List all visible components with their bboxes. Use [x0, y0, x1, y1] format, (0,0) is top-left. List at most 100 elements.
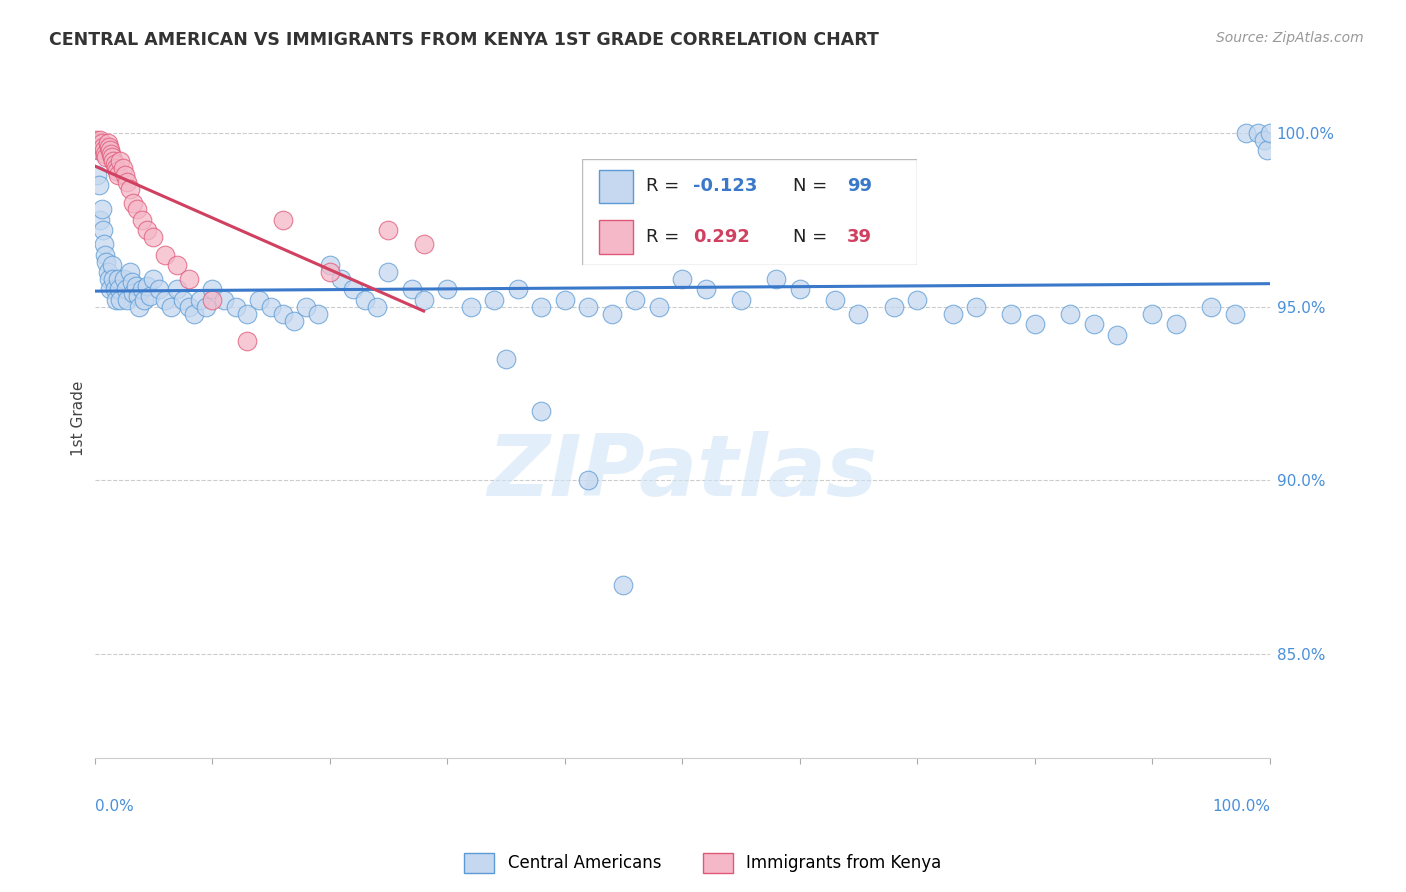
Point [104, 293, 127, 307]
Point [1199, 300, 1222, 314]
Point [883, 300, 905, 314]
Point [1256, 144, 1278, 158]
Point [94, 247, 117, 261]
Point [318, 265, 340, 279]
Point [460, 300, 482, 314]
Point [91, 223, 114, 237]
Point [128, 300, 150, 314]
Point [93, 144, 115, 158]
Point [125, 202, 148, 217]
Point [730, 293, 752, 307]
Point [89, 133, 111, 147]
Point [107, 168, 129, 182]
Point [377, 223, 399, 237]
Point [183, 307, 205, 321]
Point [195, 300, 218, 314]
Point [86, 136, 108, 151]
Point [110, 293, 132, 307]
Point [201, 293, 224, 307]
Point [271, 307, 294, 321]
Point [283, 313, 305, 327]
Point [295, 300, 318, 314]
Point [188, 293, 211, 307]
Point [96, 254, 118, 268]
Point [1234, 126, 1257, 140]
Point [139, 289, 162, 303]
Point [118, 181, 141, 195]
Point [112, 272, 135, 286]
Point [117, 293, 139, 307]
Point [824, 293, 846, 307]
Point [125, 278, 148, 293]
Point [530, 404, 553, 418]
Point [98, 144, 121, 158]
Point [412, 237, 434, 252]
Point [765, 272, 787, 286]
Point [412, 293, 434, 307]
Point [96, 265, 118, 279]
Point [131, 282, 153, 296]
Point [91, 140, 114, 154]
Point [495, 351, 517, 366]
Point [110, 153, 132, 168]
Point [576, 474, 599, 488]
Legend: Central Americans, Immigrants from Kenya: Central Americans, Immigrants from Kenya [458, 847, 948, 880]
Point [1024, 317, 1046, 331]
Point [107, 272, 129, 286]
Point [330, 272, 353, 286]
Point [97, 272, 120, 286]
Point [941, 307, 963, 321]
Point [436, 282, 458, 296]
Point [96, 150, 118, 164]
Point [89, 178, 111, 193]
Point [101, 258, 124, 272]
Point [96, 136, 118, 151]
Text: ZIPatlas: ZIPatlas [486, 431, 877, 514]
Point [108, 282, 131, 296]
Point [271, 212, 294, 227]
Point [121, 276, 143, 290]
Point [172, 293, 194, 307]
Point [84, 133, 107, 147]
Point [87, 140, 110, 154]
Point [111, 161, 134, 175]
Point [166, 282, 188, 296]
Point [93, 237, 115, 252]
Point [965, 300, 987, 314]
Point [104, 161, 127, 175]
Point [1142, 307, 1164, 321]
Point [225, 300, 247, 314]
Point [1059, 307, 1081, 321]
Point [1223, 307, 1246, 321]
Text: 0.0%: 0.0% [94, 799, 134, 814]
Point [89, 144, 111, 158]
Point [86, 168, 108, 182]
Point [117, 175, 139, 189]
Point [576, 300, 599, 314]
Point [142, 230, 165, 244]
Point [401, 282, 423, 296]
Point [136, 223, 159, 237]
Point [131, 212, 153, 227]
Point [166, 258, 188, 272]
Point [506, 282, 529, 296]
Point [848, 307, 870, 321]
Point [236, 307, 259, 321]
Point [905, 293, 928, 307]
Point [103, 272, 125, 286]
Point [118, 265, 141, 279]
Point [90, 136, 112, 151]
Point [318, 258, 340, 272]
Point [122, 195, 145, 210]
Point [1105, 327, 1128, 342]
Y-axis label: 1st Grade: 1st Grade [72, 380, 86, 456]
Point [1253, 133, 1275, 147]
Point [789, 282, 811, 296]
Point [94, 146, 117, 161]
Point [105, 164, 128, 178]
Point [103, 282, 125, 296]
Point [127, 289, 149, 303]
Point [530, 300, 553, 314]
Point [132, 293, 155, 307]
Point [354, 293, 377, 307]
